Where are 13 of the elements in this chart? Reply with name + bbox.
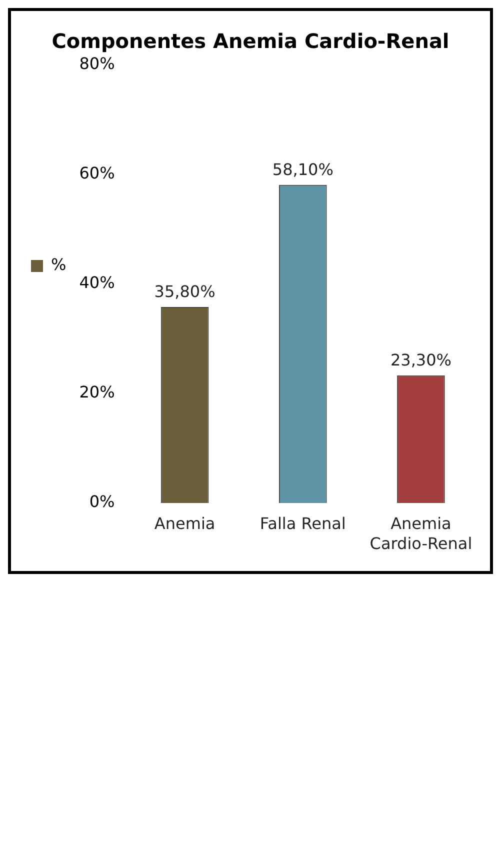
y-tick-label: 40%: [79, 273, 115, 292]
chart-title: Componentes Anemia Cardio-Renal: [52, 29, 450, 54]
data-label: 23,30%: [390, 350, 452, 370]
x-tick-label: Falla Renal: [260, 514, 346, 534]
legend-label: %: [51, 255, 66, 274]
data-label: 58,10%: [272, 160, 334, 180]
x-tick-label: Anemia: [154, 514, 216, 534]
y-tick-label: 0%: [89, 492, 115, 512]
y-tick-label: 60%: [79, 164, 115, 183]
y-tick-label: 20%: [79, 382, 115, 402]
data-label: 35,80%: [154, 282, 216, 302]
x-tick-label: Anemia Cardio-Renal: [370, 514, 472, 554]
y-tick-label: 80%: [79, 54, 115, 74]
